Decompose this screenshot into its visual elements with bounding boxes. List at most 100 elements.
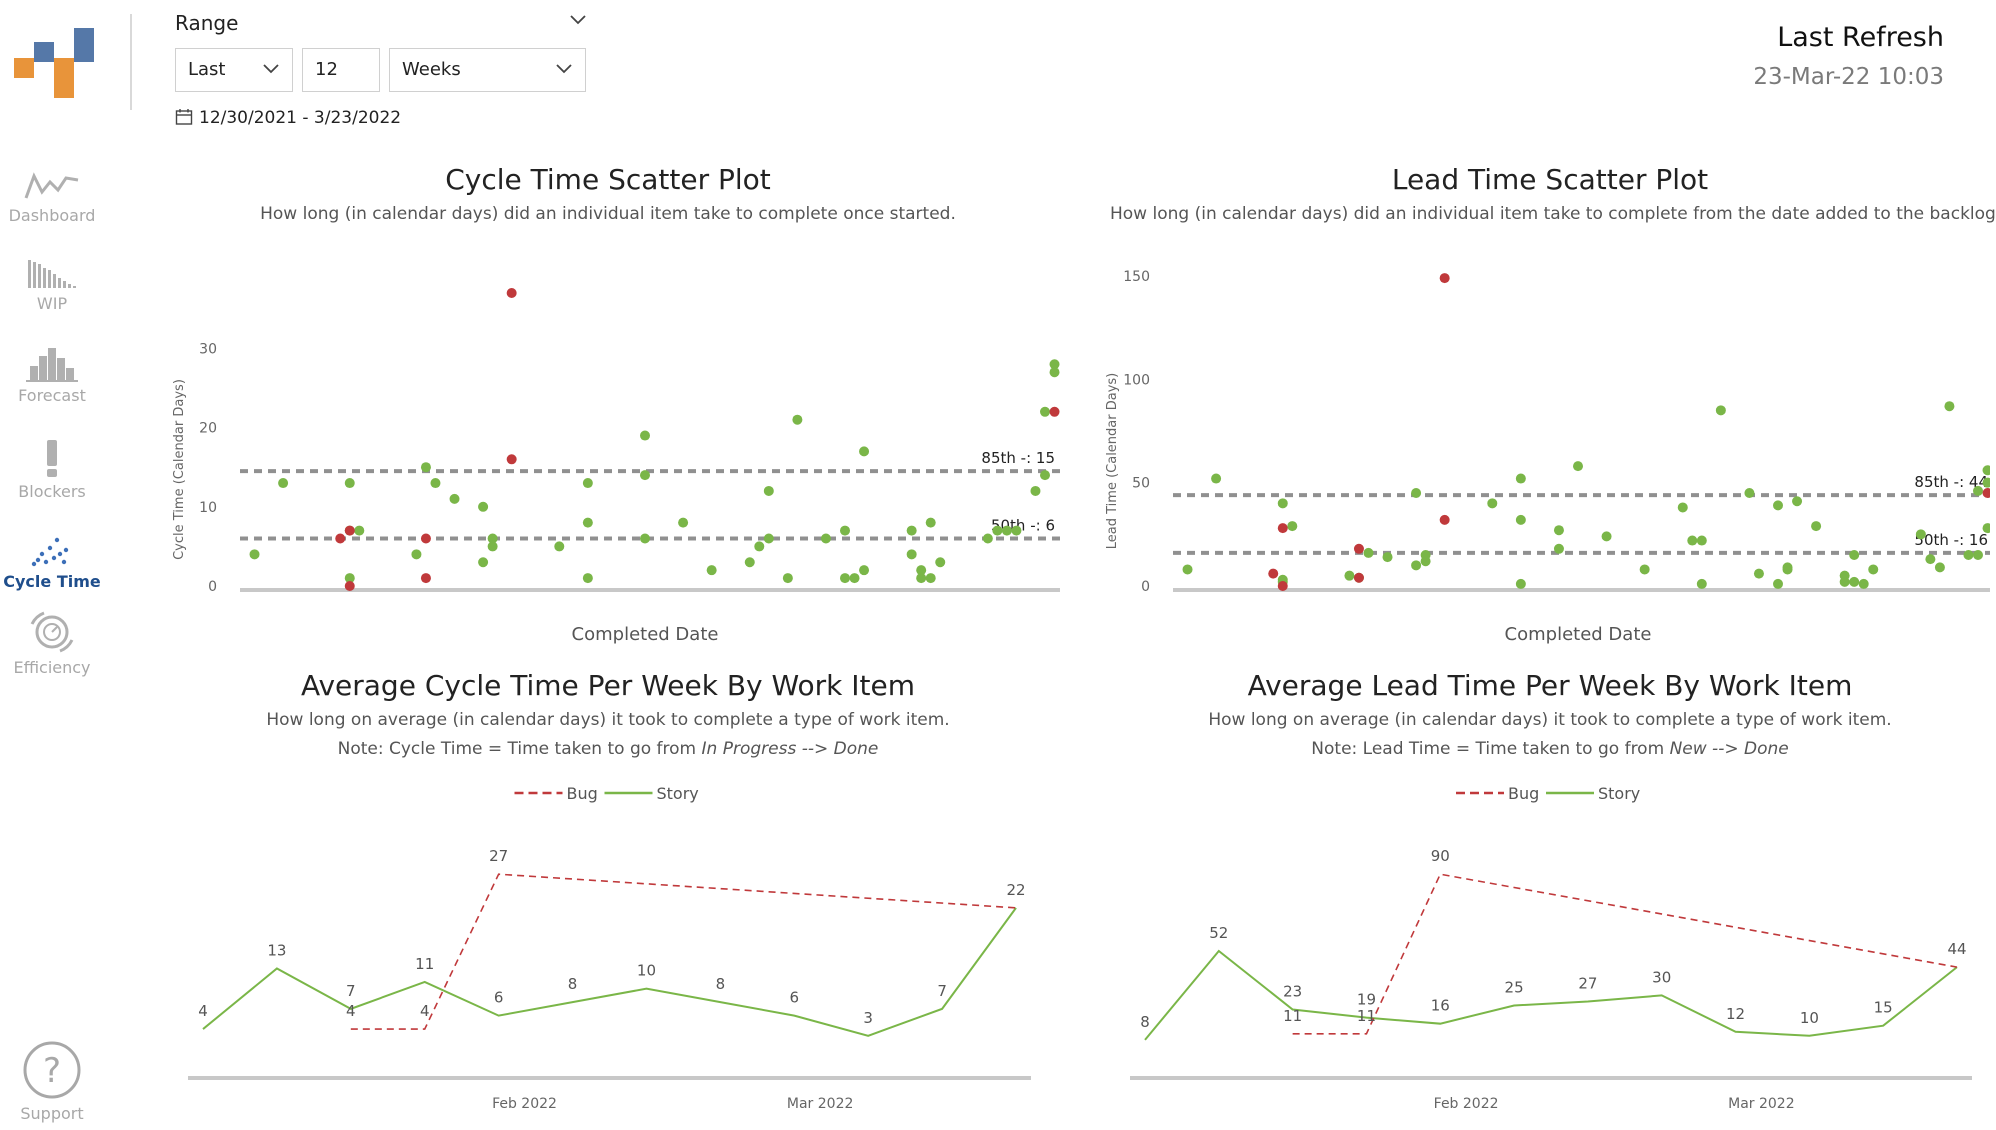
sidebar-item-cycle-time[interactable]: Cycle Time	[0, 534, 104, 591]
story-point	[1382, 552, 1393, 563]
blockers-icon	[47, 440, 57, 477]
story-point	[640, 533, 650, 544]
x-axis-title: Completed Date	[572, 624, 719, 645]
story-data-label: 8	[716, 975, 726, 993]
story-point	[1782, 562, 1793, 573]
story-data-label: 16	[1431, 997, 1450, 1015]
story-data-label: 8	[1140, 1013, 1150, 1031]
cycle-avg-subtitle: How long on average (in calendar days) i…	[266, 710, 950, 730]
story-point	[1573, 461, 1583, 472]
story-point	[1411, 488, 1422, 498]
story-point	[420, 462, 431, 473]
story-point	[763, 485, 774, 496]
lead-scatter-title: Lead Time Scatter Plot	[1391, 163, 1709, 196]
sidebar-item-label: Forecast	[18, 386, 86, 405]
story-data-label: 6	[789, 989, 799, 1007]
story-point	[1744, 488, 1755, 498]
chevron-down-icon	[263, 64, 279, 74]
story-point	[1982, 465, 1990, 476]
note-prefix: Note: Lead Time = Time taken to go from	[1311, 739, 1670, 759]
bug-point	[1353, 572, 1364, 583]
range-label: Range	[175, 11, 239, 35]
bug-point	[1982, 488, 1990, 498]
lead-scatter-subtitle: How long (in calendar days) did an indiv…	[1110, 204, 1996, 224]
bug-point	[1049, 406, 1060, 417]
bug-point	[506, 454, 517, 465]
story-point	[1773, 578, 1783, 589]
story-point	[478, 501, 489, 512]
sidebar-divider	[130, 14, 132, 110]
story-data-label: 3	[863, 1009, 873, 1027]
bug-data-label: 4	[346, 1002, 356, 1020]
note-from: In Progress	[701, 739, 797, 759]
range-mode-select[interactable]: Last	[175, 48, 293, 92]
range-count-input[interactable]: 12	[302, 48, 380, 92]
dashboard-icon	[24, 172, 79, 199]
story-point	[1973, 485, 1983, 496]
story-point	[1601, 531, 1612, 542]
lead-avg-title: Average Lead Time Per Week By Work Item	[1247, 669, 1853, 702]
range-unit-value: Weeks	[402, 59, 461, 80]
story-data-label: 25	[1505, 979, 1524, 997]
story-point	[1715, 405, 1726, 416]
range-mode-value: Last	[188, 59, 226, 80]
chevron-down-icon[interactable]	[568, 13, 588, 27]
story-point	[1925, 554, 1936, 565]
bug-point	[1439, 273, 1450, 284]
story-point	[1639, 564, 1650, 575]
x-axis-title: Completed Date	[1505, 624, 1652, 645]
bug-point	[344, 525, 355, 536]
cycle-avg-note: Note: Cycle Time = Time taken to go from…	[168, 739, 1048, 759]
story-point	[1515, 514, 1526, 525]
story-point	[640, 430, 650, 441]
story-point	[487, 541, 498, 552]
story-point	[554, 541, 565, 552]
bug-point	[1277, 523, 1288, 534]
story-point	[1040, 406, 1050, 417]
story-point	[782, 573, 793, 584]
bug-point	[335, 533, 346, 544]
story-data-label: 30	[1652, 968, 1671, 986]
story-point	[763, 533, 774, 544]
wip-icon	[28, 260, 76, 288]
y-axis-title: Lead Time (Calendar Days)	[1105, 373, 1120, 549]
story-point	[582, 478, 593, 489]
note-arrow: -->	[796, 739, 834, 759]
svg-text:?: ?	[43, 1051, 61, 1091]
story-point	[706, 565, 717, 576]
y-tick-label: 20	[199, 421, 217, 437]
sidebar-item-blockers[interactable]: Blockers	[0, 438, 104, 501]
sidebar-item-efficiency[interactable]: Efficiency	[0, 610, 104, 677]
y-tick-label: 0	[208, 579, 217, 595]
story-point	[982, 533, 993, 544]
range-unit-select[interactable]: Weeks	[389, 48, 586, 92]
story-series-line	[202, 907, 1017, 1037]
story-point	[487, 533, 498, 544]
sidebar-item-dashboard[interactable]: Dashboard	[0, 168, 104, 225]
story-data-label: 44	[1947, 940, 1966, 958]
story-point	[1030, 485, 1041, 496]
bug-point	[1353, 543, 1364, 554]
story-data-label: 10	[637, 962, 656, 980]
story-point	[1211, 473, 1222, 484]
story-point	[1973, 550, 1983, 560]
story-point	[1839, 576, 1850, 587]
story-data-label: 15	[1874, 999, 1893, 1017]
date-range[interactable]: 12/30/2021 - 3/23/2022	[175, 108, 401, 128]
story-point	[1868, 564, 1879, 575]
story-point	[840, 525, 850, 536]
story-point	[1858, 578, 1869, 589]
help-icon: ?	[23, 1041, 81, 1099]
support-link[interactable]: ? Support	[0, 1040, 104, 1123]
sidebar-item-forecast[interactable]: Forecast	[0, 346, 104, 405]
app-logo	[14, 28, 94, 98]
story-point	[754, 541, 765, 552]
sidebar-item-wip[interactable]: WIP	[0, 256, 104, 313]
story-data-label: 12	[1726, 1005, 1745, 1023]
story-point	[1849, 550, 1860, 560]
bug-data-label: 90	[1431, 847, 1450, 865]
bug-point	[1439, 514, 1450, 525]
bug-data-label: 11	[1357, 1007, 1376, 1025]
story-point	[1696, 535, 1707, 546]
note-to: Done	[1743, 739, 1789, 759]
